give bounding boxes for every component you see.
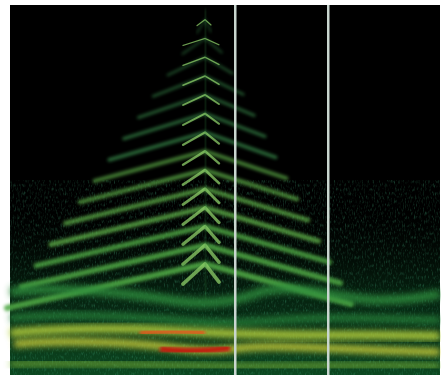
hot-spot-lower <box>159 345 231 354</box>
energy-band-yellow <box>9 324 441 340</box>
energy-band-upper <box>9 284 441 308</box>
low-energy-bands <box>9 284 441 369</box>
time-marker-1[interactable] <box>234 5 237 375</box>
energy-band-middle <box>9 311 441 327</box>
harmonic-bands <box>3 9 355 312</box>
energy-band-floor <box>9 360 441 369</box>
apex-streak <box>204 9 207 301</box>
hot-spot-upper <box>139 329 206 336</box>
time-marker-2[interactable] <box>327 5 330 375</box>
